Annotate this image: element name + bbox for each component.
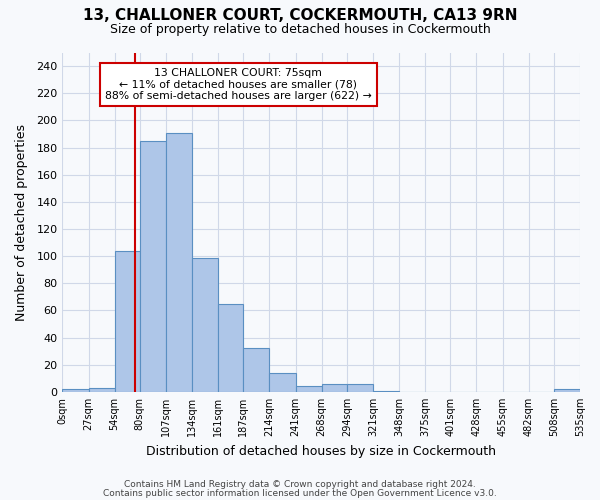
- Bar: [218, 304, 244, 392]
- Bar: [140, 141, 166, 392]
- Bar: [62, 389, 89, 392]
- Bar: [192, 258, 218, 392]
- Text: Size of property relative to detached houses in Cockermouth: Size of property relative to detached ho…: [110, 22, 490, 36]
- Bar: [244, 348, 269, 392]
- Bar: [89, 388, 115, 392]
- Text: Contains public sector information licensed under the Open Government Licence v3: Contains public sector information licen…: [103, 488, 497, 498]
- X-axis label: Distribution of detached houses by size in Cockermouth: Distribution of detached houses by size …: [146, 444, 496, 458]
- Bar: [166, 132, 192, 392]
- Bar: [347, 384, 373, 392]
- Bar: [269, 373, 296, 392]
- Bar: [322, 384, 347, 392]
- Bar: [554, 389, 580, 392]
- Text: 13 CHALLONER COURT: 75sqm
← 11% of detached houses are smaller (78)
88% of semi-: 13 CHALLONER COURT: 75sqm ← 11% of detac…: [105, 68, 372, 101]
- Text: 13, CHALLONER COURT, COCKERMOUTH, CA13 9RN: 13, CHALLONER COURT, COCKERMOUTH, CA13 9…: [83, 8, 517, 22]
- Bar: [373, 390, 399, 392]
- Y-axis label: Number of detached properties: Number of detached properties: [15, 124, 28, 320]
- Bar: [296, 386, 322, 392]
- Text: Contains HM Land Registry data © Crown copyright and database right 2024.: Contains HM Land Registry data © Crown c…: [124, 480, 476, 489]
- Bar: [115, 250, 140, 392]
